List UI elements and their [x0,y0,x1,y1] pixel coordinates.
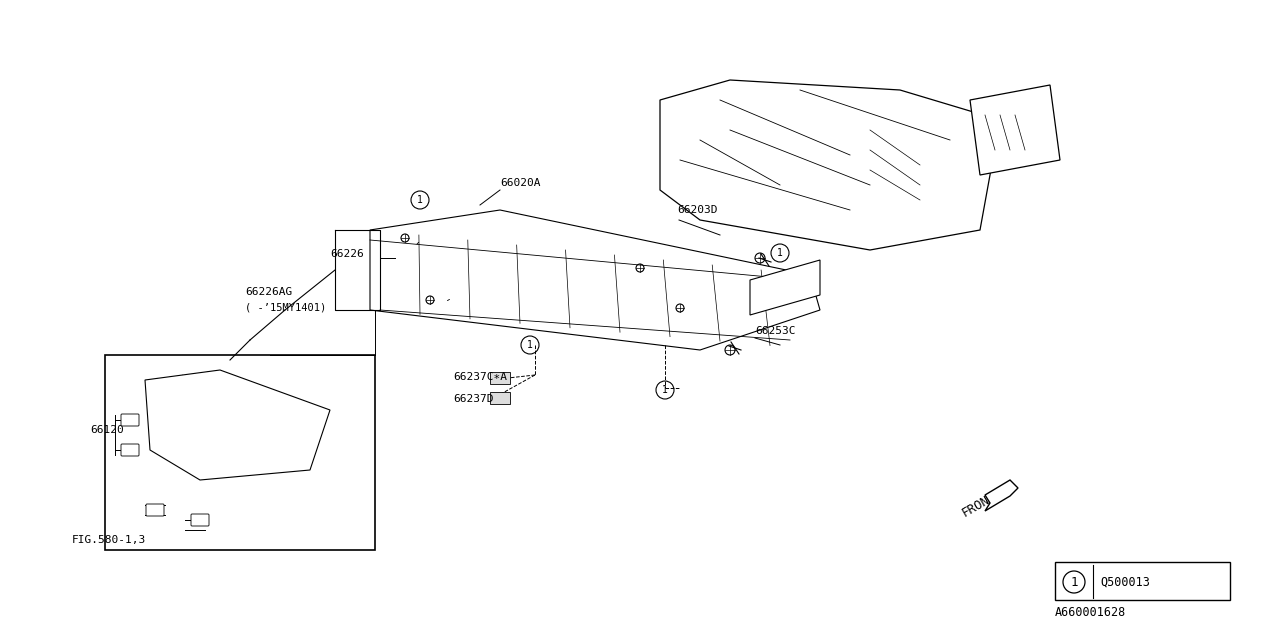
Text: 66253C: 66253C [755,326,795,336]
Text: 1: 1 [777,248,783,258]
Text: ( -’15MY1401): ( -’15MY1401) [244,302,326,312]
Text: 66203D: 66203D [677,205,718,215]
Text: 1: 1 [527,340,532,350]
Text: 66237C∗A: 66237C∗A [453,372,507,382]
Polygon shape [145,370,330,480]
Text: FIG.580-1,3: FIG.580-1,3 [72,535,146,545]
Bar [105,355,375,550]
Text: A660001628: A660001628 [1055,605,1126,618]
Text: 66120: 66120 [90,425,124,435]
Text: FRONT: FRONT [960,490,998,520]
Text: 66237D: 66237D [453,394,494,404]
Text: 1: 1 [1070,575,1078,589]
Text: 1: 1 [417,195,422,205]
FancyBboxPatch shape [146,504,164,516]
FancyBboxPatch shape [191,514,209,526]
Text: Q500013: Q500013 [1100,575,1149,589]
FancyBboxPatch shape [122,444,140,456]
Bar [490,392,509,404]
Polygon shape [970,85,1060,175]
Polygon shape [986,480,1018,511]
Bar [490,372,509,384]
Text: 66226AG: 66226AG [244,287,292,297]
FancyBboxPatch shape [122,414,140,426]
Bar [1055,562,1230,600]
Text: 1: 1 [662,385,668,395]
Text: 66020A: 66020A [500,178,540,188]
Text: 66226: 66226 [330,249,364,259]
Polygon shape [660,80,1000,250]
Polygon shape [750,260,820,315]
Polygon shape [370,210,820,350]
